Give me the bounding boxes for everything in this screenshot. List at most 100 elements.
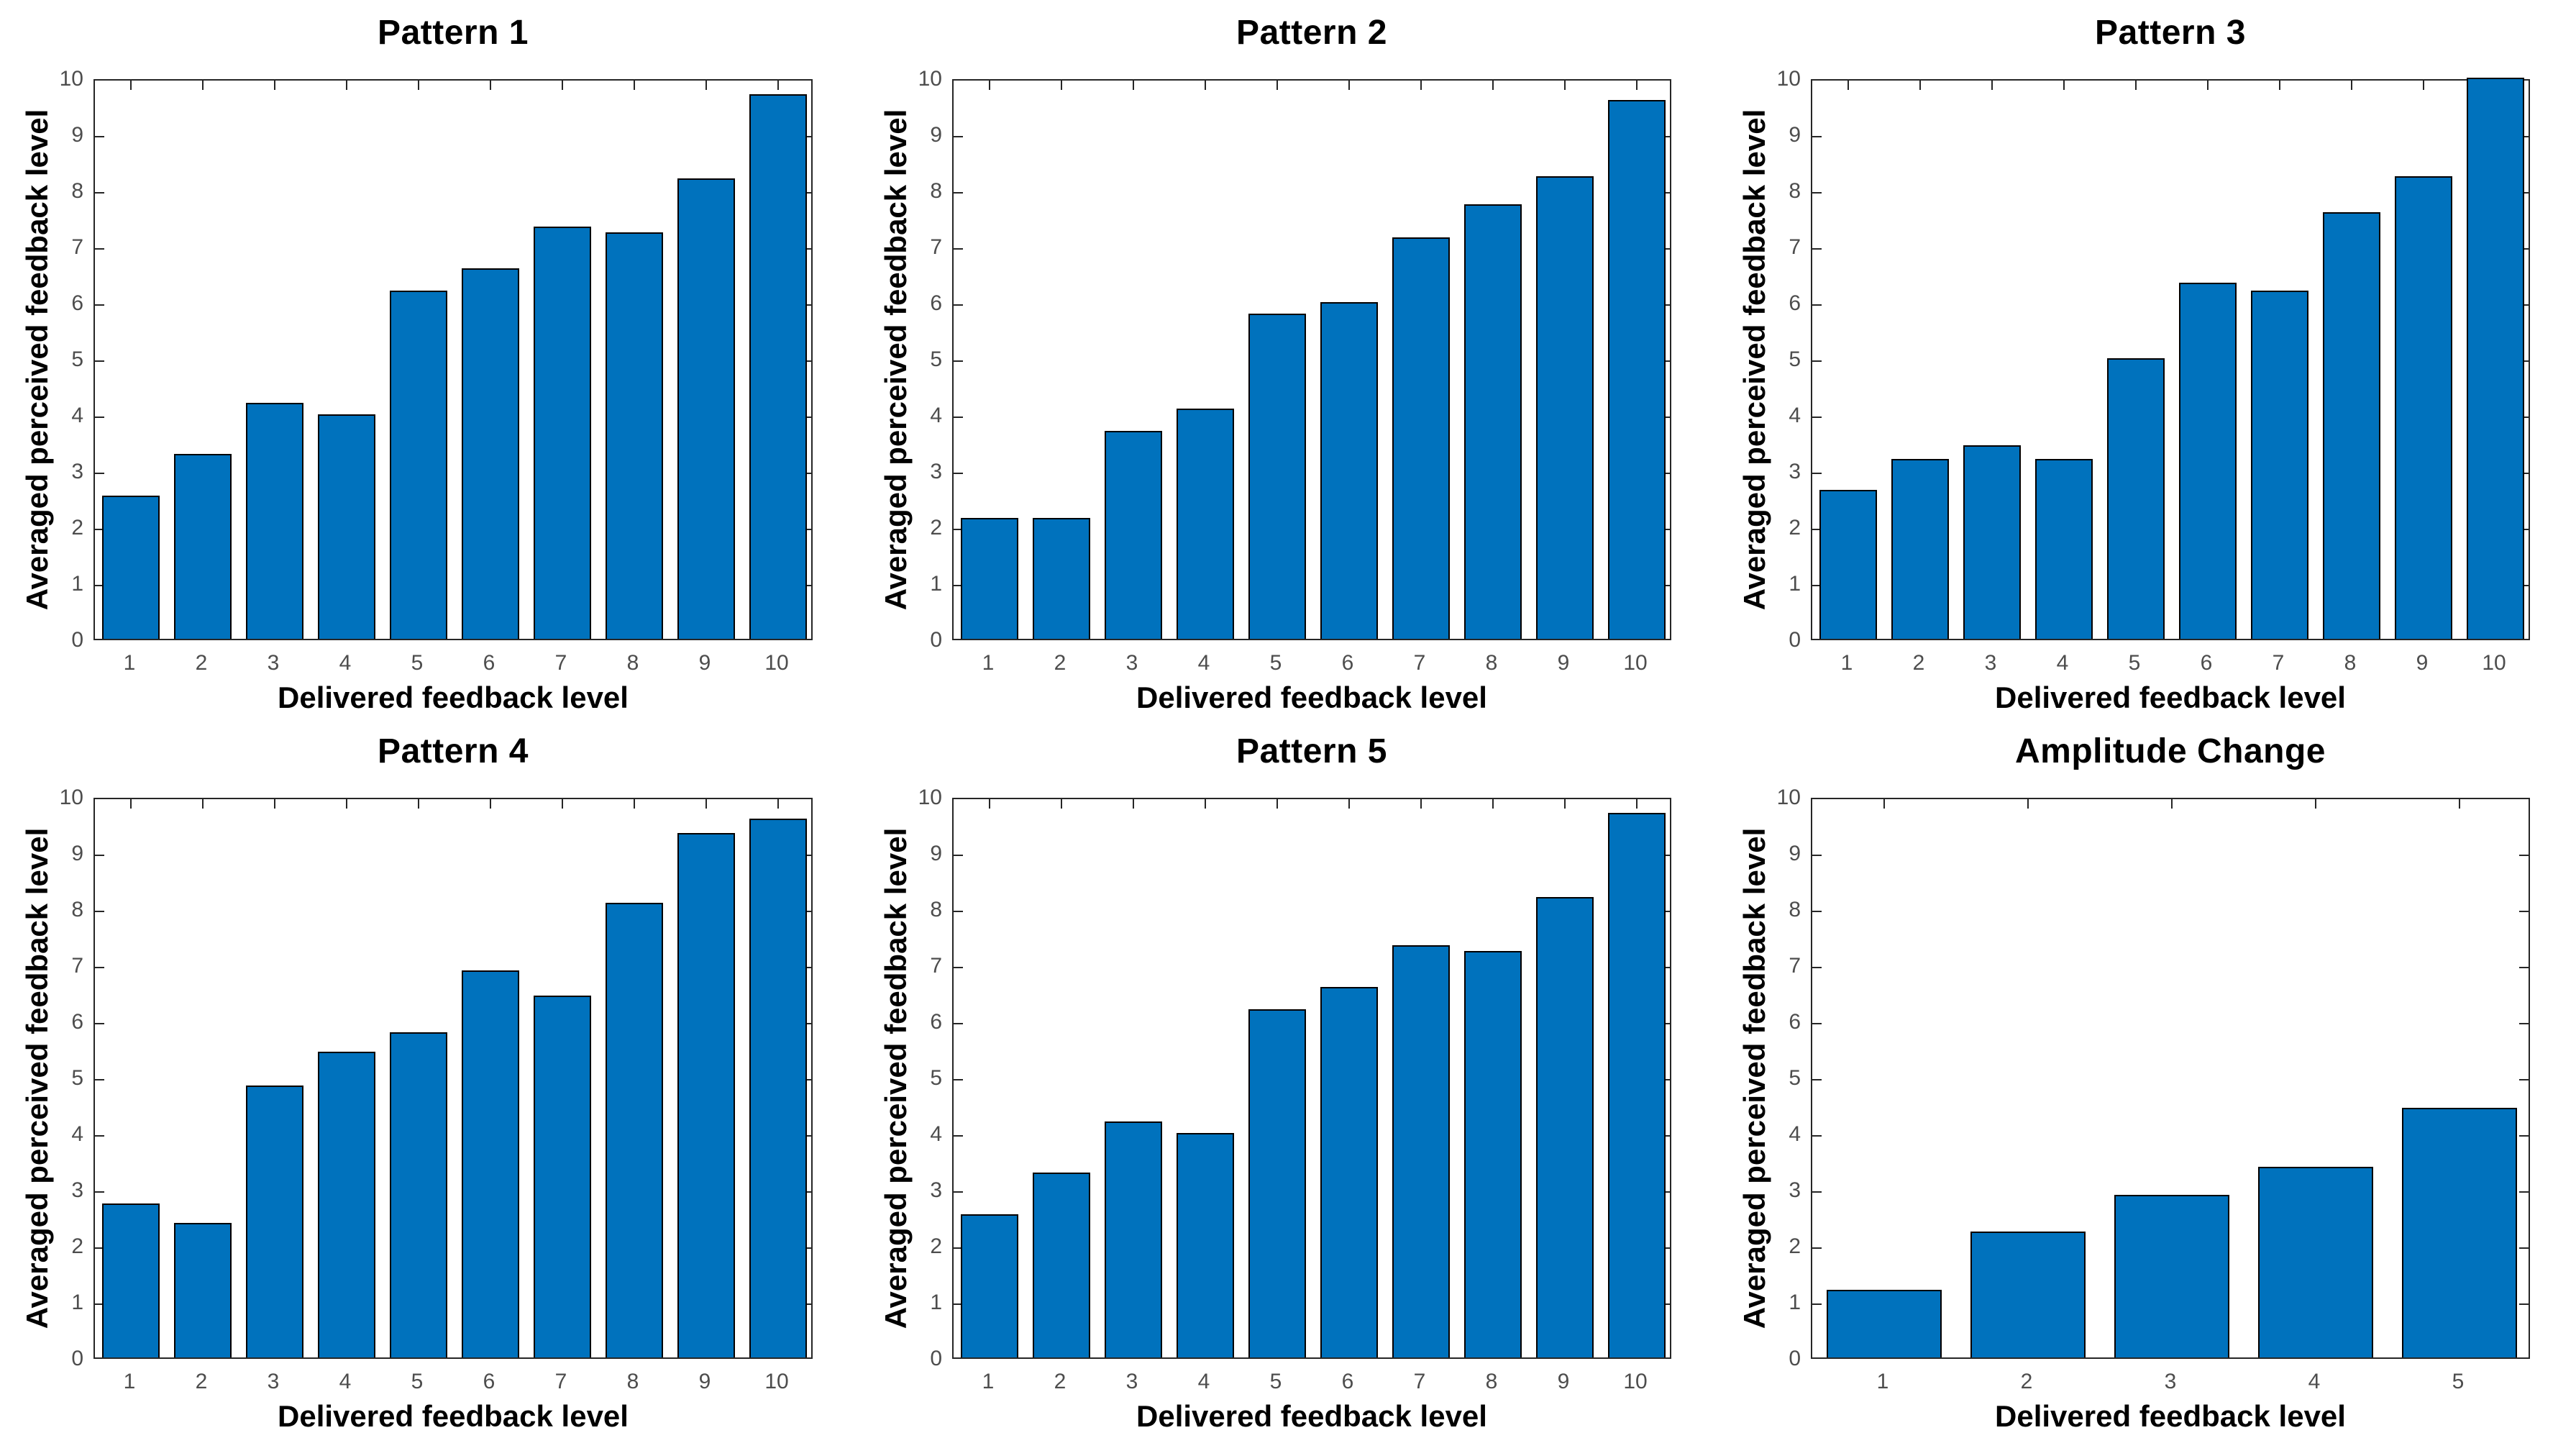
bar-level-9 — [677, 178, 735, 639]
bar-level-6 — [1320, 987, 1378, 1357]
y-axis-tick — [1812, 529, 1822, 530]
y-axis-tick — [954, 417, 963, 418]
y-tick-label: 5 — [71, 347, 83, 371]
chart-pattern-1: Pattern 1 Averaged perceived feedback le… — [0, 0, 859, 719]
x-axis-tick — [1420, 81, 1422, 90]
x-tick-label: 9 — [2416, 651, 2429, 675]
x-tick-label: 7 — [554, 1370, 567, 1393]
y-tick-label: 1 — [930, 1291, 942, 1314]
x-axis-tick — [202, 81, 204, 90]
bar-level-5 — [390, 1032, 447, 1357]
y-tick-label: 1 — [71, 572, 83, 596]
chart-title: Pattern 1 — [378, 14, 529, 52]
x-axis-tick — [777, 81, 779, 90]
y-axis-tick — [2519, 1135, 2529, 1137]
bar-level-3 — [1963, 445, 2021, 639]
y-axis-tick — [954, 585, 963, 586]
bar-level-4 — [2258, 1166, 2373, 1357]
x-axis-label: Delivered feedback level — [1995, 681, 2346, 714]
y-axis-tick — [95, 529, 104, 530]
bar-level-1 — [961, 1214, 1018, 1357]
y-tick-label: 2 — [1789, 516, 1801, 540]
bar-level-4 — [318, 414, 375, 639]
y-tick-label: 3 — [71, 1178, 83, 1202]
x-tick-label: 1 — [982, 1370, 995, 1393]
x-axis-tick — [1276, 81, 1278, 90]
y-tick-label: 10 — [1776, 786, 1801, 809]
bar-level-2 — [1033, 518, 1090, 639]
y-tick-label: 4 — [930, 404, 942, 427]
x-axis-tick — [2207, 81, 2209, 90]
y-axis-tick — [2519, 1023, 2529, 1024]
y-axis-tick — [1812, 360, 1822, 362]
chart-title: Pattern 3 — [2095, 14, 2246, 52]
bar-level-6 — [462, 268, 519, 639]
x-tick-label: 4 — [2056, 651, 2069, 675]
y-axis-tick — [954, 855, 963, 856]
y-tick-label: 5 — [71, 1066, 83, 1090]
bar-level-10 — [2467, 78, 2524, 639]
x-axis-label: Delivered feedback level — [1136, 1399, 1487, 1433]
y-tick-label: 0 — [1789, 628, 1801, 652]
y-tick-label: 7 — [1789, 235, 1801, 259]
x-tick-label: 4 — [339, 651, 352, 675]
y-tick-label: 4 — [930, 1122, 942, 1146]
y-tick-label: 7 — [930, 235, 942, 259]
y-tick-label: 10 — [59, 67, 83, 91]
bar-level-6 — [462, 970, 519, 1357]
y-axis-tick — [95, 1191, 104, 1193]
chart-title: Pattern 2 — [1236, 14, 1387, 52]
y-tick-label: 2 — [930, 1234, 942, 1258]
chart-pattern-4: Pattern 4 Averaged perceived feedback le… — [0, 719, 859, 1437]
chart-title: Pattern 5 — [1236, 732, 1387, 770]
x-tick-label: 1 — [982, 651, 995, 675]
x-axis-tick — [1133, 81, 1134, 90]
x-axis-tick — [1492, 81, 1494, 90]
x-tick-label: 7 — [2272, 651, 2285, 675]
y-tick-label: 0 — [1789, 1347, 1801, 1370]
x-tick-label: 9 — [1557, 651, 1570, 675]
y-tick-label: 6 — [1789, 1010, 1801, 1034]
y-axis-tick — [1812, 192, 1822, 194]
bar-level-7 — [534, 226, 591, 639]
y-axis-tick — [954, 911, 963, 912]
x-axis-tick — [1205, 81, 1206, 90]
bar-level-2 — [174, 1222, 232, 1357]
y-tick-label: 5 — [930, 347, 942, 371]
bar-level-10 — [1608, 100, 1666, 639]
y-tick-label: 3 — [1789, 460, 1801, 483]
y-tick-label: 2 — [71, 1234, 83, 1258]
y-axis-tick — [1812, 1191, 1822, 1193]
x-tick-label: 2 — [195, 1370, 208, 1393]
x-axis-tick — [2459, 799, 2460, 809]
y-axis-tick — [2519, 1303, 2529, 1305]
y-tick-label: 3 — [930, 1178, 942, 1202]
x-axis-tick — [130, 81, 132, 90]
x-tick-label: 10 — [1623, 651, 1648, 675]
x-tick-label: 8 — [626, 1370, 639, 1393]
y-axis-tick — [954, 1135, 963, 1137]
x-tick-label: 3 — [267, 1370, 280, 1393]
x-tick-label: 8 — [626, 651, 639, 675]
x-tick-label: 8 — [2344, 651, 2357, 675]
y-tick-label: 4 — [1789, 404, 1801, 427]
y-tick-label: 3 — [71, 460, 83, 483]
x-axis-tick — [1636, 81, 1638, 90]
x-tick-label: 1 — [123, 1370, 136, 1393]
y-tick-label: 6 — [71, 291, 83, 315]
x-tick-label: 5 — [411, 651, 424, 675]
bar-level-1 — [1819, 490, 1877, 639]
x-axis-tick — [1205, 799, 1206, 809]
y-axis-tick — [1812, 1247, 1822, 1249]
y-tick-label: 5 — [930, 1066, 942, 1090]
x-tick-label: 4 — [339, 1370, 352, 1393]
x-tick-label: 1 — [123, 651, 136, 675]
x-axis-label: Delivered feedback level — [278, 1399, 629, 1433]
y-axis-tick — [954, 192, 963, 194]
x-tick-label: 5 — [411, 1370, 424, 1393]
x-tick-label: 1 — [1840, 651, 1853, 675]
y-axis-tick — [95, 192, 104, 194]
chart-pattern-3: Pattern 3 Averaged perceived feedback le… — [1717, 0, 2576, 719]
x-axis-tick — [346, 799, 347, 809]
